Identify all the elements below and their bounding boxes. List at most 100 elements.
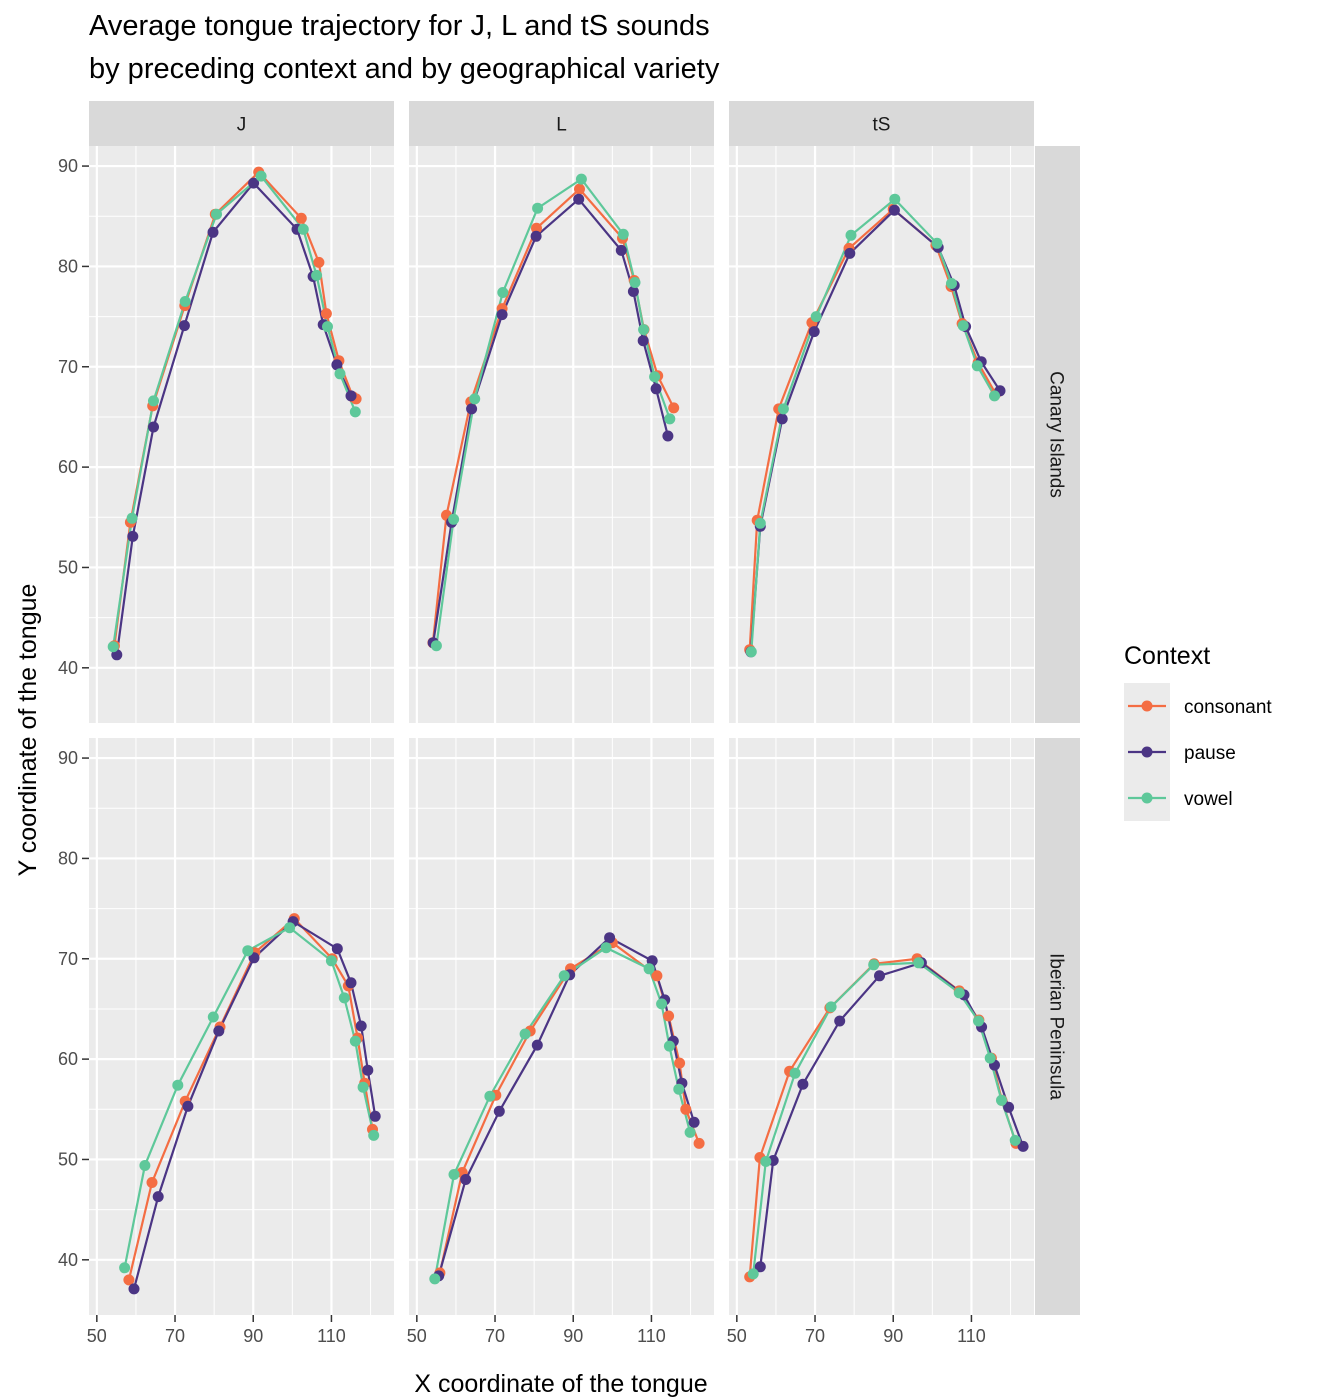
data-point-vowel bbox=[868, 959, 880, 971]
data-point-vowel bbox=[338, 992, 350, 1004]
facet-series-L-1 bbox=[429, 932, 705, 1285]
x-tick-label: 50 bbox=[87, 1326, 107, 1346]
data-point-pause bbox=[531, 1039, 543, 1051]
data-point-consonant bbox=[663, 1010, 675, 1022]
data-point-vowel bbox=[107, 641, 119, 653]
data-point-vowel bbox=[179, 296, 191, 307]
data-point-pause bbox=[127, 530, 139, 542]
panel-background bbox=[89, 146, 394, 723]
data-point-vowel bbox=[126, 512, 138, 524]
data-point-vowel bbox=[311, 269, 323, 281]
data-point-vowel bbox=[946, 278, 957, 289]
panel-tS-canary-islands bbox=[729, 146, 1034, 723]
panel-background bbox=[409, 738, 714, 1315]
data-point-vowel bbox=[673, 1083, 685, 1095]
legend-label-pause: pause bbox=[1184, 743, 1236, 764]
data-point-consonant bbox=[680, 1103, 692, 1115]
data-point-vowel bbox=[139, 1160, 151, 1171]
data-point-consonant bbox=[320, 308, 332, 320]
data-point-pause bbox=[207, 226, 219, 238]
data-point-pause bbox=[345, 977, 357, 989]
data-point-vowel bbox=[119, 1262, 131, 1274]
data-point-pause bbox=[650, 383, 662, 395]
y-tick-label: 70 bbox=[58, 949, 78, 969]
panel-background bbox=[89, 738, 394, 1315]
data-point-vowel bbox=[469, 393, 481, 405]
x-tick-label: 110 bbox=[637, 1326, 666, 1346]
x-tick-label: 110 bbox=[317, 1326, 346, 1346]
strip-row-0 bbox=[1035, 146, 1080, 723]
data-point-pause bbox=[530, 230, 542, 242]
data-point-vowel bbox=[656, 998, 668, 1010]
x-tick-label: 90 bbox=[563, 1326, 583, 1346]
data-point-vowel bbox=[754, 517, 766, 529]
data-point-vowel bbox=[745, 646, 757, 658]
data-point-vowel bbox=[989, 390, 1000, 402]
x-axis-title: X coordinate of the tongue bbox=[414, 1370, 707, 1398]
x-tick-label: 90 bbox=[883, 1326, 903, 1346]
strip-column-J bbox=[89, 101, 394, 146]
data-point-vowel bbox=[172, 1079, 184, 1091]
y-tick-label: 80 bbox=[58, 848, 78, 868]
data-point-pause bbox=[466, 403, 478, 415]
data-point-vowel bbox=[953, 987, 965, 999]
data-point-vowel bbox=[532, 202, 544, 214]
data-point-pause bbox=[844, 247, 856, 259]
data-point-pause bbox=[662, 430, 674, 442]
y-tick-label: 60 bbox=[58, 457, 78, 477]
data-point-pause bbox=[355, 1020, 367, 1032]
data-point-vowel bbox=[845, 229, 857, 241]
data-point-vowel bbox=[957, 320, 969, 332]
data-point-pause bbox=[888, 204, 900, 216]
chart-subtitle: by preceding context and by geographical… bbox=[89, 53, 720, 85]
data-point-pause bbox=[604, 932, 616, 944]
data-point-pause bbox=[1017, 1140, 1029, 1152]
data-point-pause bbox=[248, 952, 260, 964]
data-point-vowel bbox=[368, 1129, 380, 1141]
facet-series-J-0 bbox=[107, 166, 362, 661]
data-point-vowel bbox=[629, 277, 641, 288]
data-point-vowel bbox=[255, 170, 267, 182]
data-point-consonant bbox=[313, 256, 325, 268]
data-point-vowel bbox=[322, 321, 333, 333]
data-point-vowel bbox=[1009, 1134, 1021, 1146]
data-point-vowel bbox=[971, 360, 983, 372]
chart-title: Average tongue trajectory for J, L and t… bbox=[89, 10, 710, 42]
data-point-pause bbox=[808, 326, 820, 338]
data-point-pause bbox=[128, 1283, 140, 1295]
strip-column-L bbox=[409, 101, 714, 146]
data-point-pause bbox=[874, 970, 885, 982]
data-point-vowel bbox=[789, 1067, 801, 1079]
data-point-vowel bbox=[747, 1268, 759, 1280]
legend-key-point-consonant bbox=[1141, 700, 1153, 712]
data-point-vowel bbox=[334, 368, 346, 380]
y-tick-label: 40 bbox=[58, 658, 78, 678]
legend-title: Context bbox=[1124, 642, 1210, 670]
legend: Context consonant pause vowel bbox=[1108, 630, 1272, 830]
facet-series-L-0 bbox=[427, 173, 680, 652]
panel-tS-iberian-peninsula bbox=[729, 738, 1034, 1315]
x-tick-label: 70 bbox=[165, 1326, 185, 1346]
data-point-pause bbox=[627, 286, 639, 297]
panel-background bbox=[729, 738, 1034, 1315]
data-point-consonant bbox=[146, 1177, 158, 1188]
data-point-pause bbox=[834, 1015, 846, 1027]
data-point-pause bbox=[754, 1261, 766, 1273]
data-point-vowel bbox=[777, 403, 789, 415]
y-tick-label: 60 bbox=[58, 1049, 78, 1069]
y-tick-label: 80 bbox=[58, 256, 78, 276]
facet-series-tS-0 bbox=[744, 193, 1006, 658]
data-point-pause bbox=[776, 413, 788, 425]
y-tick-label: 50 bbox=[58, 557, 78, 577]
data-point-vowel bbox=[913, 957, 925, 969]
data-point-vowel bbox=[558, 970, 570, 982]
data-point-pause bbox=[248, 177, 260, 189]
data-point-vowel bbox=[448, 1169, 460, 1180]
data-point-vowel bbox=[357, 1081, 369, 1093]
x-tick-label: 110 bbox=[957, 1326, 986, 1346]
data-point-pause bbox=[178, 320, 190, 332]
data-point-vowel bbox=[889, 193, 901, 205]
strip-label-column: L bbox=[556, 115, 567, 136]
